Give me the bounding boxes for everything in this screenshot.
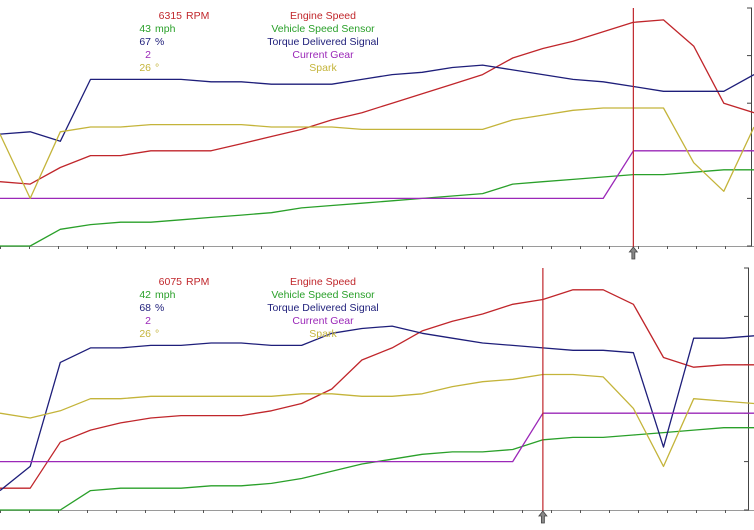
readout-value: 2 (145, 315, 151, 327)
top-graph-panel[interactable]: 6315 RPM Engine Speed 43 mph Vehicle Spe… (0, 7, 754, 260)
readout-unit: mph (155, 289, 176, 301)
readout-name: Torque Delivered Signal (267, 36, 378, 48)
readout-unit: % (155, 36, 164, 48)
series-line (0, 19, 754, 185)
readout-value: 42 (139, 289, 151, 301)
readout-value: 67 (139, 36, 151, 48)
readout-unit: mph (155, 23, 176, 35)
readout-unit: % (155, 302, 164, 314)
top-readout: 6315 RPM Engine Speed 43 mph Vehicle Spe… (139, 10, 378, 74)
readout-name: Torque Delivered Signal (267, 302, 378, 314)
readout-value: 2 (145, 49, 151, 61)
readout-name: Engine Speed (290, 276, 356, 288)
readout-name: Current Gear (292, 315, 354, 327)
series-line (0, 150, 754, 200)
readout-value: 68 (139, 302, 151, 314)
readout-value: 6315 (159, 10, 183, 22)
readout-name: Vehicle Speed Sensor (271, 289, 375, 301)
time-axis (0, 267, 754, 513)
readout-name: Spark (309, 62, 337, 74)
readout-value: 6075 (159, 276, 183, 288)
series-line (0, 64, 754, 142)
readout-value: 26 (139, 62, 151, 74)
series-line (0, 373, 754, 468)
time-axis (0, 7, 754, 249)
cursor-arrow-icon (628, 246, 639, 260)
readout-unit: ° (155, 328, 159, 340)
readout-name: Spark (309, 328, 337, 340)
series-line (0, 169, 754, 247)
readout-name: Current Gear (292, 49, 354, 61)
series-line (0, 289, 754, 489)
readout-value: 43 (139, 23, 151, 35)
series-line (0, 412, 754, 463)
readout-unit: RPM (186, 10, 209, 22)
cursor-arrow-icon (538, 510, 548, 524)
series-line (0, 107, 754, 200)
bottom-graph-panel[interactable]: 6075 RPM Engine Speed 42 mph Vehicle Spe… (0, 267, 754, 524)
readout-name: Vehicle Speed Sensor (271, 23, 375, 35)
series-line (0, 427, 754, 511)
bottom-readout: 6075 RPM Engine Speed 42 mph Vehicle Spe… (139, 276, 378, 340)
readout-unit: RPM (186, 276, 209, 288)
readout-name: Engine Speed (290, 10, 356, 22)
readout-value: 26 (139, 328, 151, 340)
series-line (0, 325, 754, 492)
readout-unit: ° (155, 62, 159, 74)
